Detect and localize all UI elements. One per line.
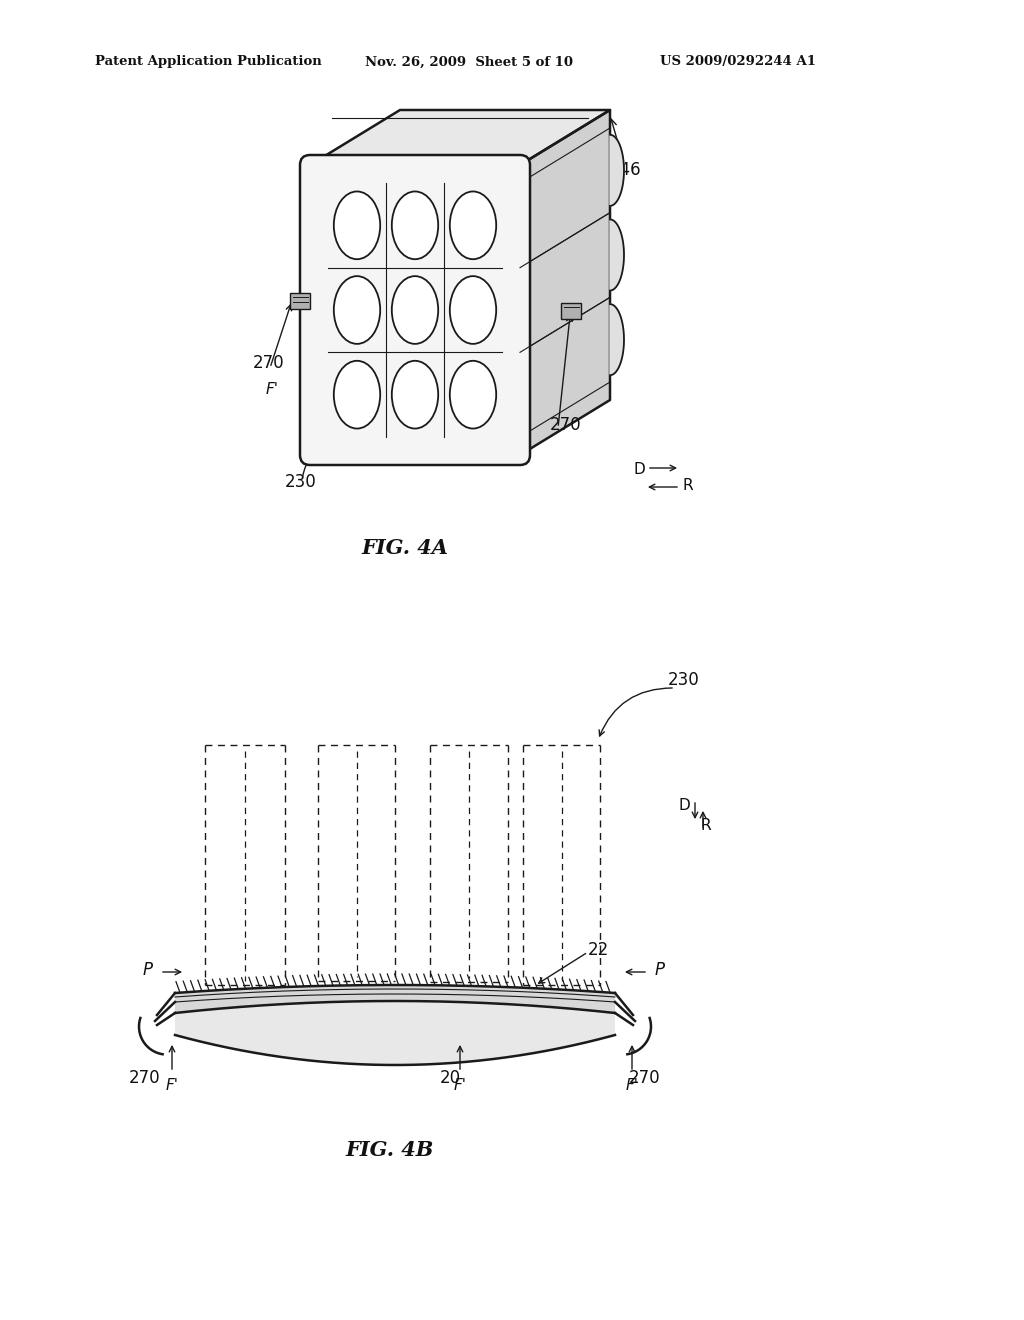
Polygon shape: [610, 304, 624, 375]
Text: FIG. 4A: FIG. 4A: [361, 539, 449, 558]
Text: P: P: [655, 961, 665, 979]
Text: 230: 230: [668, 671, 699, 689]
Bar: [560, 304, 581, 319]
Text: Patent Application Publication: Patent Application Publication: [95, 55, 322, 69]
Polygon shape: [175, 1001, 615, 1065]
Ellipse shape: [334, 191, 380, 259]
Bar: [290, 293, 310, 309]
Text: 270: 270: [629, 1069, 660, 1086]
Polygon shape: [175, 985, 615, 1012]
Ellipse shape: [334, 360, 380, 429]
Text: 22: 22: [588, 941, 609, 960]
Text: R: R: [700, 817, 711, 833]
Text: 20: 20: [439, 1069, 461, 1086]
FancyBboxPatch shape: [300, 154, 530, 465]
Text: F': F': [626, 1077, 639, 1093]
Text: F': F': [457, 454, 469, 470]
Text: Nov. 26, 2009  Sheet 5 of 10: Nov. 26, 2009 Sheet 5 of 10: [365, 55, 573, 69]
Text: US 2009/0292244 A1: US 2009/0292244 A1: [660, 55, 816, 69]
Ellipse shape: [450, 191, 497, 259]
Ellipse shape: [392, 276, 438, 345]
Ellipse shape: [334, 276, 380, 345]
Polygon shape: [610, 135, 624, 206]
Text: D: D: [633, 462, 645, 478]
Ellipse shape: [392, 360, 438, 429]
Ellipse shape: [450, 360, 497, 429]
Text: F': F': [265, 383, 279, 397]
Text: 270: 270: [550, 416, 582, 434]
Polygon shape: [520, 110, 610, 455]
Ellipse shape: [450, 276, 497, 345]
Text: 270: 270: [129, 1069, 161, 1086]
Text: R: R: [682, 478, 692, 492]
Text: F': F': [166, 1077, 178, 1093]
Text: F': F': [454, 1077, 467, 1093]
Ellipse shape: [392, 191, 438, 259]
Text: 246: 246: [610, 119, 642, 180]
Text: FIG. 4B: FIG. 4B: [346, 1140, 434, 1160]
Text: D: D: [678, 797, 690, 813]
Text: P: P: [143, 961, 153, 979]
Text: 230: 230: [285, 473, 316, 491]
Text: 270: 270: [253, 354, 285, 372]
Polygon shape: [310, 110, 610, 165]
Polygon shape: [610, 219, 624, 290]
